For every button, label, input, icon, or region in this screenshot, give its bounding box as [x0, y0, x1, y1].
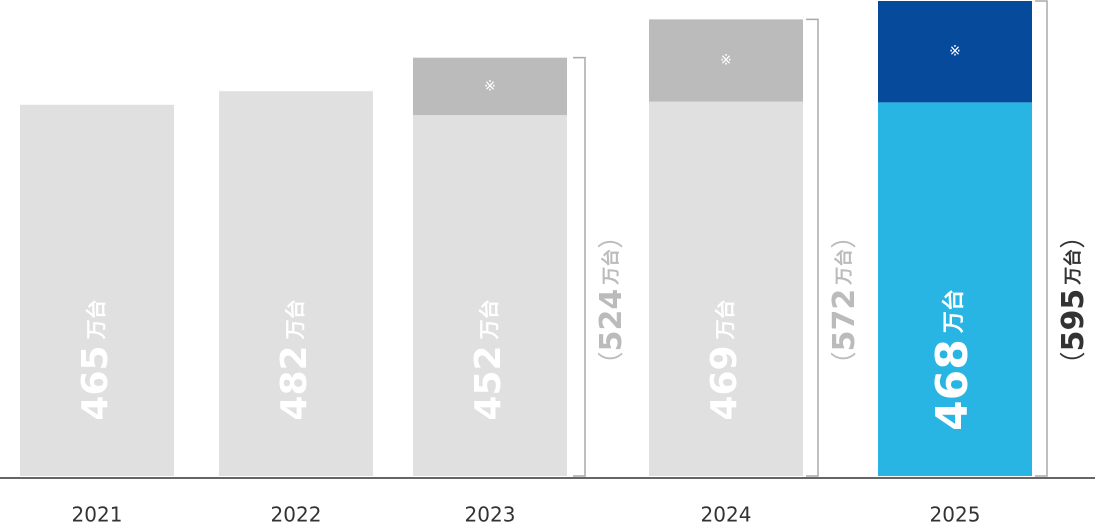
total-number: 524 [594, 289, 629, 352]
bar-segment [878, 1, 1032, 103]
bracket-open: （ [597, 351, 627, 377]
bar-segment [413, 57, 567, 116]
value-unit: 万台 [283, 299, 307, 340]
bar-segment [649, 101, 803, 477]
value-unit: 万台 [84, 299, 108, 340]
total-label: （572万台） [827, 223, 862, 378]
bracket-open: （ [1059, 351, 1089, 377]
total-number: 572 [827, 289, 862, 352]
total-unit: 万台 [600, 249, 622, 286]
bar-segment [413, 115, 567, 476]
bar-segment [219, 91, 373, 476]
x-tick-label: 2022 [271, 503, 322, 525]
total-label: （595万台） [1056, 223, 1091, 378]
value-number: 465 [75, 345, 116, 420]
x-tick-label: 2023 [465, 503, 516, 525]
value-label: 482 万台 [274, 299, 315, 420]
bracket-open: （ [830, 351, 860, 377]
note-marker: ※ [720, 52, 732, 68]
value-label: 452 万台 [468, 299, 509, 420]
bracket-close: ） [597, 223, 627, 249]
value-label: 468 万台 [927, 289, 978, 431]
bar-segment [649, 19, 803, 102]
value-unit: 万台 [713, 299, 737, 340]
total-bracket [1035, 0, 1048, 477]
value-label: 465 万台 [75, 299, 116, 420]
bar-segment [878, 102, 1032, 477]
value-number: 468 [927, 339, 978, 431]
value-number: 452 [468, 345, 509, 420]
x-tick-label: 2021 [72, 503, 123, 525]
value-number: 469 [704, 345, 745, 420]
total-number: 595 [1056, 289, 1091, 352]
note-marker: ※ [484, 78, 496, 94]
value-unit: 万台 [477, 299, 501, 340]
x-tick-label: 2025 [930, 503, 981, 525]
note-marker: ※ [949, 44, 961, 60]
total-bracket [573, 56, 586, 477]
total-unit: 万台 [833, 249, 855, 286]
bracket-close: ） [830, 223, 860, 249]
total-label: （524万台） [594, 223, 629, 378]
x-tick-label: 2024 [701, 503, 752, 525]
total-bracket [806, 18, 819, 477]
value-label: 469 万台 [704, 299, 745, 420]
total-unit: 万台 [1062, 249, 1084, 286]
bracket-close: ） [1059, 223, 1089, 249]
value-number: 482 [274, 345, 315, 420]
value-unit: 万台 [941, 289, 967, 334]
bar-segment [20, 104, 174, 477]
